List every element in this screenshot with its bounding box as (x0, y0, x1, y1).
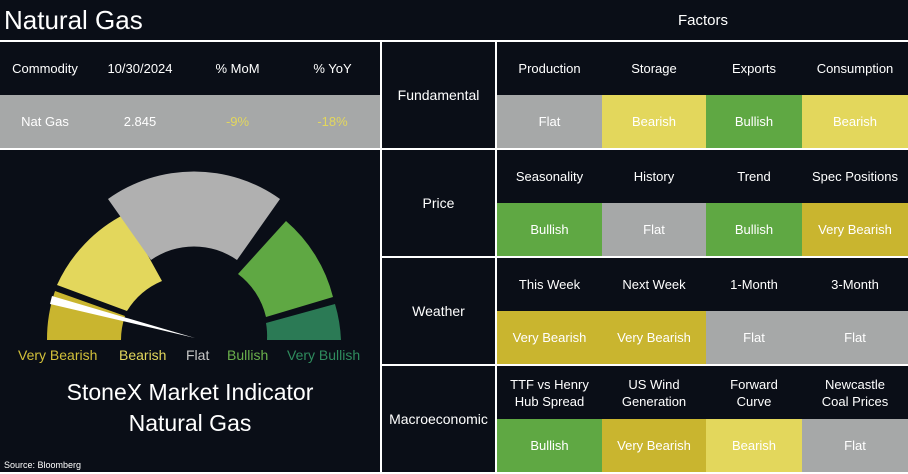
factor-name: Newcastle Coal Prices (802, 366, 908, 419)
factor-name: Next Week (602, 258, 706, 311)
factors-title: Factors (380, 0, 908, 40)
factor-rating: Bearish (802, 95, 908, 148)
factor-group: Weather (382, 258, 495, 364)
table-header: 10/30/2024 (90, 42, 190, 95)
indicator-title: StoneX Market Indicator (66, 379, 314, 405)
factor-rating: Bearish (602, 95, 706, 148)
factor-rating: Bullish (497, 419, 602, 472)
factor-name: TTF vs Henry Hub Spread (497, 366, 602, 419)
factor-rating: Flat (706, 311, 802, 364)
factor-name: History (602, 150, 706, 203)
factor-name: Storage (602, 42, 706, 95)
gauge-flat (108, 171, 280, 260)
factor-rating: Bullish (497, 203, 602, 256)
factor-name: Trend (706, 150, 802, 203)
factor-name: Consumption (802, 42, 908, 95)
factor-rating: Flat (602, 203, 706, 256)
factor-name: 3-Month (802, 258, 908, 311)
table-cell: 2.845 (90, 95, 190, 148)
source: Source: Bloomberg (4, 460, 82, 470)
gauge-very-bullish (266, 304, 341, 340)
factor-group: Price (382, 150, 495, 256)
table-cell: -9% (190, 95, 285, 148)
factor-group: Fundamental (382, 42, 495, 148)
factor-name: 1-Month (706, 258, 802, 311)
factor-rating: Very Bearish (602, 311, 706, 364)
table-header: % YoY (285, 42, 380, 95)
factor-rating: Very Bearish (602, 419, 706, 472)
factor-rating: Flat (802, 311, 908, 364)
gauge-bullish (238, 221, 333, 317)
indicator-title: Natural Gas (128, 410, 252, 436)
factor-rating: Flat (802, 419, 908, 472)
factor-name: This Week (497, 258, 602, 311)
gauge-label: Bearish (119, 347, 167, 363)
factor-name: Production (497, 42, 602, 95)
factor-name: Spec Positions (802, 150, 908, 203)
table-header: Commodity (0, 42, 90, 95)
factor-rating: Very Bearish (497, 311, 602, 364)
gauge (46, 171, 341, 340)
factor-rating: Bullish (706, 203, 802, 256)
factor-rating: Very Bearish (802, 203, 908, 256)
factor-name: Forward Curve (706, 366, 802, 419)
factor-name: Exports (706, 42, 802, 95)
page-title: Natural Gas (0, 0, 380, 40)
factor-rating: Flat (497, 95, 602, 148)
factor-group: Macroeconomic (382, 366, 495, 472)
gauge-label: Bullish (227, 347, 269, 363)
factor-rating: Bullish (706, 95, 802, 148)
gauge-label: Flat (186, 347, 210, 363)
table-cell: -18% (285, 95, 380, 148)
factor-rating: Bearish (706, 419, 802, 472)
gauge-needle (50, 296, 195, 338)
gauge-panel: Very Bearish Bearish Flat Bullish Very B… (0, 150, 380, 472)
table-cell: Nat Gas (0, 95, 90, 148)
factor-name: Seasonality (497, 150, 602, 203)
factor-name: US Wind Generation (602, 366, 706, 419)
table-header: % MoM (190, 42, 285, 95)
gauge-label: Very Bearish (18, 347, 98, 363)
gauge-label: Very Bullish (287, 347, 361, 363)
